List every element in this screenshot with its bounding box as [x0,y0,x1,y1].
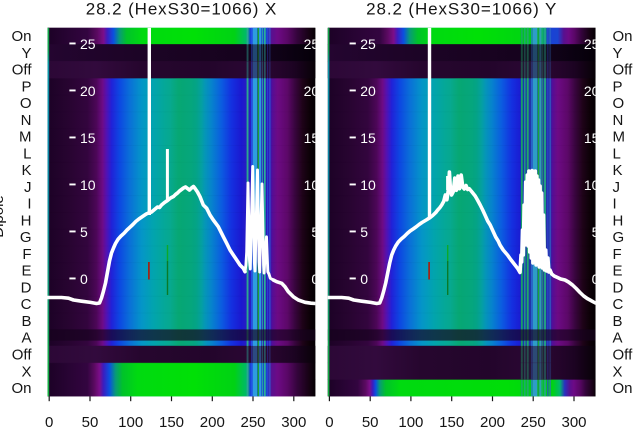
svg-text:D: D [21,280,32,297]
svg-text:J: J [24,179,32,196]
svg-text:150: 150 [439,414,464,431]
svg-text:H: H [613,212,624,229]
svg-text:25: 25 [80,36,96,52]
svg-text:Y: Y [21,45,31,62]
svg-text:F: F [613,246,622,263]
svg-text:0: 0 [311,271,319,287]
svg-text:250: 250 [240,414,265,431]
svg-text:On: On [613,28,633,45]
svg-text:15: 15 [80,130,96,146]
svg-text:10: 10 [304,177,320,193]
svg-text:B: B [613,313,623,330]
svg-text:M: M [613,129,626,146]
svg-text:50: 50 [362,414,379,431]
svg-text:100: 100 [398,414,423,431]
svg-text:Off: Off [613,347,634,364]
svg-text:X: X [613,363,623,380]
svg-text:20: 20 [584,83,600,99]
svg-text:Dipole: Dipole [0,195,7,238]
svg-text:K: K [613,162,623,179]
svg-text:C: C [613,296,624,313]
svg-text:Off: Off [12,62,33,79]
svg-text:H: H [21,212,32,229]
svg-text:O: O [20,95,32,112]
svg-text:5: 5 [311,224,319,240]
svg-text:O: O [613,95,625,112]
svg-text:L: L [23,145,31,162]
svg-text:50: 50 [82,414,99,431]
svg-text:On: On [613,380,633,397]
svg-text:B: B [21,313,31,330]
svg-text:200: 200 [200,414,225,431]
svg-text:20: 20 [304,83,320,99]
svg-text:K: K [21,162,31,179]
svg-text:0: 0 [45,414,53,431]
svg-text:20: 20 [360,83,376,99]
svg-text:G: G [613,229,625,246]
svg-text:25: 25 [584,36,600,52]
svg-text:M: M [19,129,32,146]
svg-text:E: E [613,263,623,280]
svg-text:15: 15 [360,130,376,146]
svg-text:10: 10 [584,177,600,193]
svg-text:5: 5 [360,224,368,240]
svg-text:0: 0 [325,414,333,431]
svg-text:On: On [11,28,31,45]
svg-text:15: 15 [584,130,600,146]
svg-text:N: N [613,112,624,129]
svg-text:20: 20 [80,83,96,99]
svg-text:150: 150 [159,414,184,431]
svg-text:G: G [20,229,32,246]
svg-text:On: On [11,380,31,397]
svg-text:Y: Y [613,45,623,62]
svg-text:A: A [21,330,31,347]
svg-text:F: F [22,246,31,263]
svg-text:28.2 (HexS30=1066) Y: 28.2 (HexS30=1066) Y [366,0,557,19]
svg-text:Off: Off [12,347,33,364]
svg-text:28.2 (HexS30=1066) X: 28.2 (HexS30=1066) X [86,0,277,19]
svg-text:10: 10 [360,177,376,193]
svg-text:P: P [613,78,623,95]
svg-text:J: J [613,179,621,196]
svg-text:300: 300 [561,414,586,431]
svg-text:5: 5 [80,224,88,240]
svg-text:I: I [27,196,31,213]
svg-text:I: I [613,196,617,213]
svg-text:300: 300 [281,414,306,431]
svg-text:250: 250 [521,414,546,431]
svg-text:10: 10 [80,177,96,193]
svg-text:X: X [21,363,31,380]
svg-text:25: 25 [360,36,376,52]
svg-text:Off: Off [613,62,634,79]
svg-text:15: 15 [304,130,320,146]
svg-text:N: N [21,112,32,129]
svg-text:P: P [21,78,31,95]
svg-text:5: 5 [592,224,600,240]
svg-text:0: 0 [592,271,600,287]
svg-text:L: L [613,145,621,162]
svg-text:D: D [613,280,624,297]
svg-text:0: 0 [80,271,88,287]
svg-text:E: E [21,263,31,280]
svg-text:0: 0 [360,271,368,287]
svg-text:A: A [613,330,623,347]
svg-text:200: 200 [480,414,505,431]
svg-text:C: C [21,296,32,313]
svg-text:25: 25 [304,36,320,52]
svg-text:100: 100 [118,414,143,431]
